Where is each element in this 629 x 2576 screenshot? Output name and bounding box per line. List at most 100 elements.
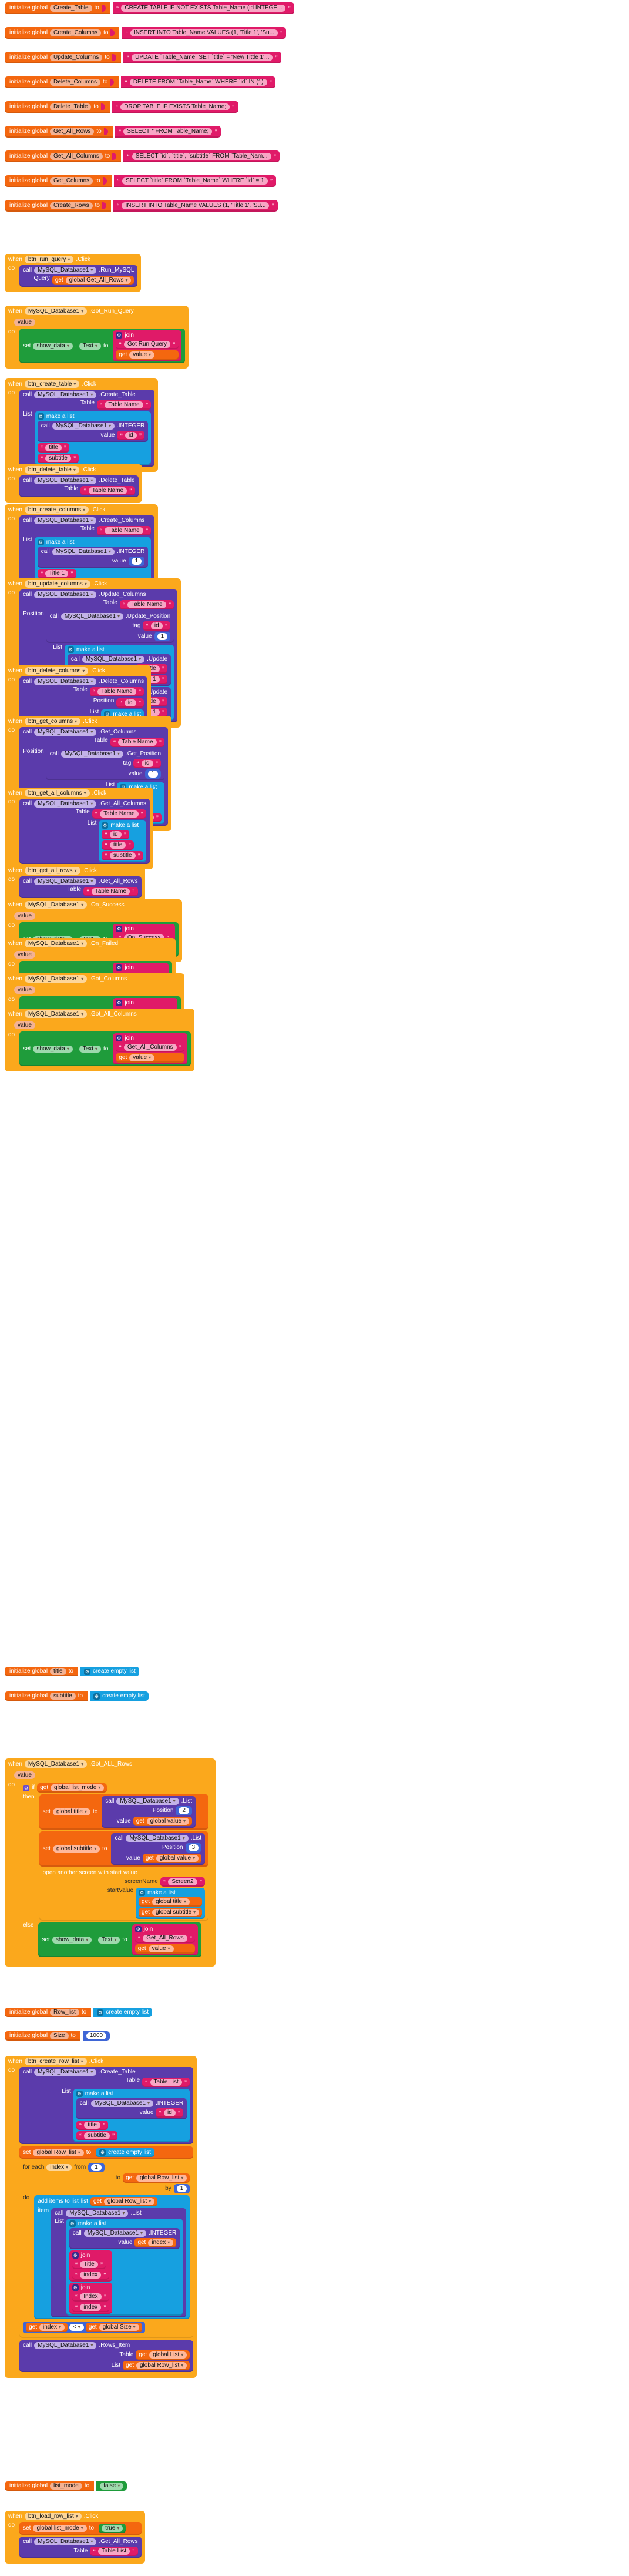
set-property-block[interactable]: setshow_data.Textto⚙join“Get_All_Columns… bbox=[19, 1031, 191, 1066]
gear-icon[interactable]: ⚙ bbox=[139, 1890, 146, 1896]
gear-icon[interactable]: ⚙ bbox=[37, 539, 44, 545]
text-value[interactable]: Get_All_Columns bbox=[123, 1044, 177, 1051]
make-a-list-block[interactable]: ⚙make a listcallMySQL_Database1.INTEGERv… bbox=[66, 2219, 183, 2316]
text-value[interactable]: Table Name bbox=[105, 527, 143, 534]
setter-component-field[interactable]: show_data bbox=[52, 1936, 92, 1944]
global-name-field[interactable]: title bbox=[50, 1668, 66, 1675]
event-component-field[interactable]: MySQL_Database1 bbox=[24, 1010, 88, 1018]
text-value[interactable]: Table List bbox=[97, 2548, 130, 2555]
compare-left[interactable]: get index bbox=[26, 2323, 68, 2332]
component-call-block[interactable]: callMySQL_Database1.Rows_ItemTablegetglo… bbox=[19, 2340, 194, 2372]
list-value[interactable]: get global Row_list bbox=[90, 2197, 158, 2206]
number-value[interactable]: 1 bbox=[91, 2164, 102, 2171]
text-value[interactable]: Get_All_Rows bbox=[143, 1935, 187, 1942]
text-value[interactable]: index bbox=[80, 2304, 102, 2311]
variable-name[interactable]: global Row_list bbox=[103, 2198, 155, 2205]
global-name-field[interactable]: global Row_list bbox=[33, 2149, 84, 2156]
text-value[interactable]: Screen2 bbox=[168, 1878, 197, 1885]
boolean-value[interactable]: false bbox=[100, 2483, 124, 2490]
event-block-btn_delete_table_click[interactable]: whenbtn_delete_table.ClickdocallMySQL_Da… bbox=[5, 464, 142, 503]
gear-icon[interactable]: ⚙ bbox=[37, 413, 44, 420]
event-component-field[interactable]: btn_load_row_list bbox=[24, 2513, 82, 2520]
event-block-create-row-list[interactable]: whenbtn_create_row_list.ClickdocallMySQL… bbox=[5, 2056, 197, 2378]
component-field[interactable]: MySQL_Database1 bbox=[34, 2538, 97, 2545]
loop-to-value[interactable]: get global Row_list bbox=[123, 2173, 190, 2183]
open-screen-block[interactable]: open another screen with start value scre… bbox=[39, 1868, 209, 1921]
global-name-field[interactable]: list_mode bbox=[50, 2483, 82, 2490]
event-component-field[interactable]: btn_create_table bbox=[24, 380, 80, 388]
component-field[interactable]: MySQL_Database1 bbox=[34, 2069, 97, 2076]
text-value[interactable]: index bbox=[80, 2272, 102, 2279]
join-block[interactable]: ⚙ join “Got Run Query” get value bbox=[113, 330, 181, 361]
global-name-field[interactable]: Update_Columns bbox=[50, 54, 103, 61]
number-value[interactable]: 2 bbox=[179, 1807, 189, 1814]
event-component-field[interactable]: btn_delete_columns bbox=[24, 667, 89, 675]
arg-get[interactable]: get global Row_list bbox=[123, 2361, 190, 2370]
text-value[interactable]: Got Run Query bbox=[123, 341, 171, 348]
arg-get[interactable]: get global subtitle bbox=[139, 1908, 203, 1917]
sql-string-value[interactable]: DROP TABLE IF EXISTS Table_Name; bbox=[120, 103, 230, 110]
component-field[interactable]: MySQL_Database1 bbox=[82, 656, 145, 663]
boolean-block[interactable]: true bbox=[99, 2524, 126, 2533]
comparison-operator[interactable]: < bbox=[69, 2324, 84, 2331]
global-decl[interactable]: initialize global Get_All_Rows to bbox=[5, 126, 113, 138]
event-component-field[interactable]: btn_delete_table bbox=[24, 466, 79, 474]
text-value[interactable]: Table Name bbox=[88, 487, 127, 494]
global-decl[interactable]: initialize global Delete_Table to bbox=[5, 101, 110, 113]
setter-property-field[interactable]: Text bbox=[79, 342, 101, 350]
global-name-field[interactable]: global subtitle bbox=[52, 1845, 100, 1853]
gear-icon[interactable]: ⚙ bbox=[69, 2220, 76, 2227]
sql-string-value[interactable]: SELECT * FROM Table_Name; bbox=[123, 128, 213, 135]
text-value[interactable]: id bbox=[141, 760, 153, 767]
text-value[interactable]: id bbox=[109, 831, 122, 838]
event-param-field[interactable]: value bbox=[14, 319, 35, 326]
global-name-field[interactable]: subtitle bbox=[50, 1693, 76, 1700]
arg-get[interactable]: get global title bbox=[139, 1897, 203, 1907]
component-field[interactable]: MySQL_Database1 bbox=[60, 613, 124, 620]
set-property-block[interactable]: setshow_data.Textto⚙join“Get_All_Rows”ge… bbox=[38, 1922, 202, 1957]
event-block-btn_get_all_columns_click[interactable]: whenbtn_get_all_columns.ClickdocallMySQL… bbox=[5, 788, 154, 869]
sql-string-value[interactable]: INSERT INTO Table_Name VALUES (1, 'Title… bbox=[130, 29, 278, 36]
join-block[interactable]: ⚙ join “Index” “index” bbox=[69, 2283, 113, 2314]
number-value[interactable]: 1 bbox=[176, 2185, 187, 2192]
global-name-field[interactable]: Create_Columns bbox=[50, 29, 102, 36]
global-name-field[interactable]: Get_All_Rows bbox=[50, 128, 95, 135]
sql-string-value[interactable]: SELECT `title` FROM `Table_Name` WHERE `… bbox=[122, 177, 268, 185]
component-field[interactable]: MySQL_Database1 bbox=[90, 2100, 154, 2107]
event-block-btn_run_query_click[interactable]: whenbtn_run_query.ClickdocallMySQL_Datab… bbox=[5, 254, 142, 292]
text-value[interactable]: Table Name bbox=[100, 810, 139, 818]
variable-name[interactable]: global List bbox=[149, 2351, 187, 2359]
event-block-got-all-rows[interactable]: whenMySQL_Database1.Got_ALL_Rowsvaluedo⚙… bbox=[5, 1758, 216, 1967]
component-field[interactable]: MySQL_Database1 bbox=[34, 800, 97, 808]
arg-get[interactable]: get global list_mode bbox=[37, 1783, 107, 1793]
component-field[interactable]: MySQL_Database1 bbox=[34, 2342, 97, 2349]
gear-icon[interactable]: ⚙ bbox=[116, 964, 123, 971]
component-field[interactable]: MySQL_Database1 bbox=[60, 751, 124, 758]
arg-get[interactable]: get index bbox=[134, 2238, 177, 2247]
global-name-field[interactable]: Create_Rows bbox=[50, 202, 93, 209]
component-call-block[interactable]: callMySQL_Database1.Get_All_ColumnsTable… bbox=[19, 799, 150, 864]
make-a-list-block[interactable]: ⚙make a listcallMySQL_Database1.INTEGERv… bbox=[73, 2089, 190, 2142]
global-name-field[interactable]: Row_list bbox=[50, 2009, 79, 2016]
event-component-field[interactable]: btn_create_columns bbox=[24, 506, 89, 514]
make-a-list-block[interactable]: ⚙make a listcallMySQL_Database1.INTEGERv… bbox=[34, 411, 152, 465]
setter-property-field[interactable]: Text bbox=[98, 1936, 120, 1944]
global-decl[interactable]: initialize global Delete_Columns to bbox=[5, 76, 119, 88]
global-name-field[interactable]: Create_Table bbox=[50, 5, 92, 12]
global-decl[interactable]: initialize global Create_Columns to bbox=[5, 27, 120, 39]
event-component-field[interactable]: MySQL_Database1 bbox=[24, 975, 88, 983]
event-component-field[interactable]: btn_get_all_columns bbox=[24, 789, 90, 797]
global-decl[interactable]: initialize global Size to bbox=[5, 2031, 80, 2041]
global-name-field[interactable]: global list_mode bbox=[33, 2525, 87, 2532]
event-component-field[interactable]: MySQL_Database1 bbox=[24, 901, 88, 909]
text-value[interactable]: Table Name bbox=[127, 601, 166, 608]
global-decl[interactable]: initialize global Create_Rows to bbox=[5, 200, 111, 212]
event-component-field[interactable]: btn_get_columns bbox=[24, 718, 81, 725]
inner-call-block[interactable]: callMySQL_Database1.Get_Positiontag“id”v… bbox=[46, 749, 165, 780]
component-field[interactable]: MySQL_Database1 bbox=[34, 391, 97, 398]
